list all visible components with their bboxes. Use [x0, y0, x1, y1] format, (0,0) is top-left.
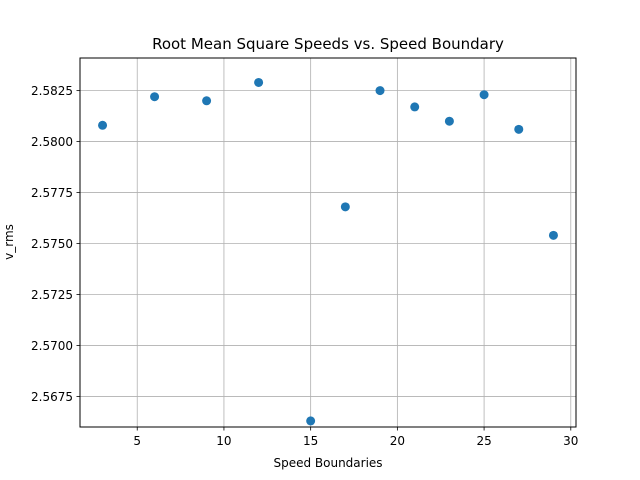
x-tick-label: 10: [216, 434, 231, 448]
chart-title: Root Mean Square Speeds vs. Speed Bounda…: [152, 35, 504, 53]
data-point: [479, 90, 489, 100]
data-point: [306, 416, 316, 426]
x-axis-label: Speed Boundaries: [273, 456, 382, 470]
data-points: [98, 77, 558, 426]
x-tick-label: 25: [476, 434, 491, 448]
data-point: [340, 202, 350, 212]
x-tick-label: 30: [563, 434, 578, 448]
data-point: [98, 120, 108, 130]
y-tick-label: 2.5825: [31, 84, 73, 98]
y-tick-label: 2.5675: [31, 390, 73, 404]
grid-lines: [80, 58, 576, 427]
data-point: [444, 116, 454, 126]
plot-area-frame: [79, 57, 577, 428]
y-tick-label: 2.5775: [31, 186, 73, 200]
data-point: [548, 230, 558, 240]
data-point: [410, 102, 420, 112]
y-tick-label: 2.5750: [31, 237, 73, 251]
y-tick-label: 2.5725: [31, 288, 73, 302]
x-axis-ticks: 5 10 15 20 25 30: [133, 427, 578, 448]
data-point: [514, 124, 524, 134]
data-point: [254, 77, 264, 87]
y-axis-ticks: 2.5675 2.5700 2.5725 2.5750 2.5775 2.5800 2.58…: [31, 84, 80, 404]
x-tick-label: 15: [303, 434, 318, 448]
data-point: [375, 86, 385, 96]
x-tick-label: 20: [390, 434, 405, 448]
x-tick-label: 5: [133, 434, 141, 448]
y-tick-label: 2.5700: [31, 339, 73, 353]
y-axis-label: v_rms: [2, 224, 16, 260]
data-point: [202, 96, 212, 106]
y-tick-label: 2.5800: [31, 135, 73, 149]
data-point: [150, 92, 160, 102]
